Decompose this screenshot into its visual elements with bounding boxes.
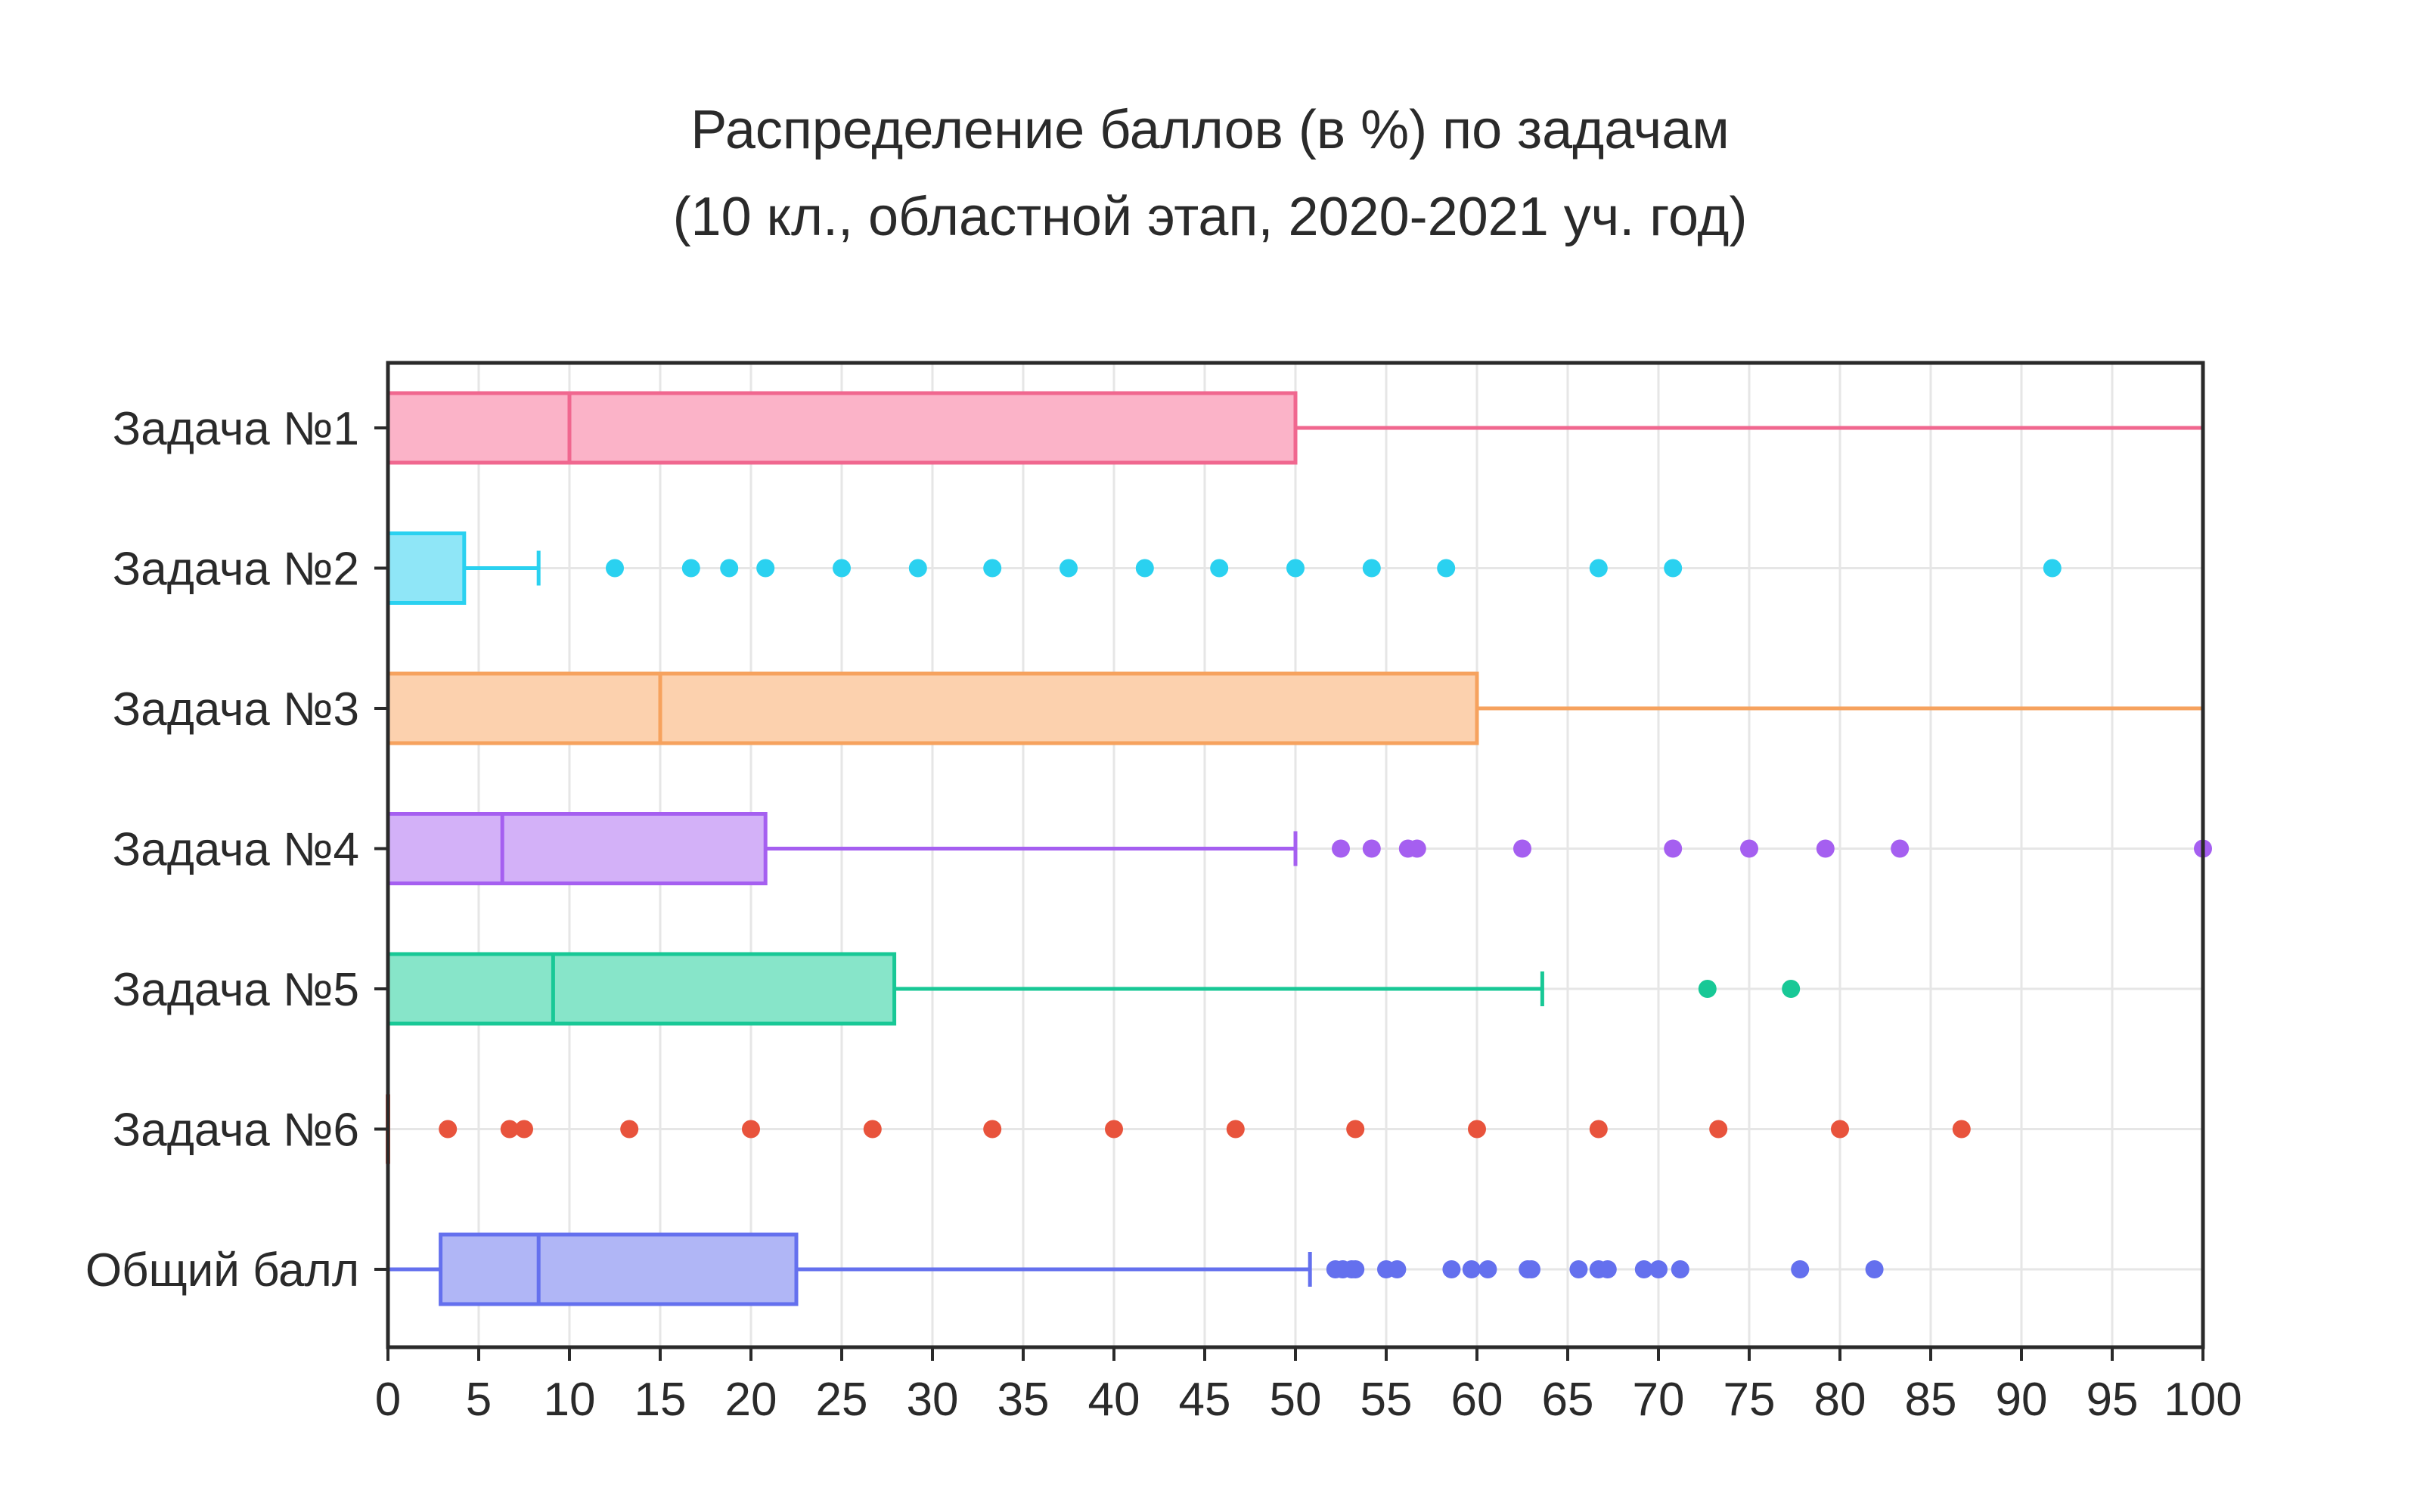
outlier-point — [720, 559, 739, 578]
outlier-point — [1442, 1260, 1461, 1278]
outlier-point — [1135, 559, 1154, 578]
box-series — [386, 812, 2212, 885]
x-tick-label: 85 — [1905, 1374, 1957, 1426]
box-series — [386, 1232, 1884, 1306]
outlier-point — [863, 1120, 882, 1139]
x-tick-label: 50 — [1270, 1374, 1322, 1426]
outlier-point — [1698, 980, 1717, 998]
outlier-point — [1671, 1260, 1689, 1278]
outlier-point — [620, 1120, 639, 1139]
category-label: Задача №3 — [113, 683, 359, 736]
outlier-point — [1740, 839, 1758, 858]
category-label: Задача №5 — [113, 964, 359, 1016]
x-tick-label: 5 — [466, 1374, 492, 1426]
outlier-point — [1952, 1120, 1971, 1139]
outlier-point — [1437, 559, 1456, 578]
outlier-point — [1634, 1260, 1653, 1278]
outlier-point — [1346, 1120, 1365, 1139]
x-tick-label: 35 — [997, 1374, 1050, 1426]
outlier-point — [1462, 1260, 1481, 1278]
outlier-point — [1060, 559, 1078, 578]
x-tick-label: 60 — [1451, 1374, 1503, 1426]
x-tick-label: 0 — [375, 1374, 401, 1426]
outlier-point — [833, 559, 851, 578]
x-tick-label: 100 — [2164, 1374, 2242, 1426]
outlier-point — [681, 559, 700, 578]
outlier-point — [1226, 1120, 1245, 1139]
x-tick-label: 80 — [1814, 1374, 1866, 1426]
outlier-point — [1346, 1260, 1365, 1278]
x-tick-label: 75 — [1723, 1374, 1776, 1426]
chart-title-line-1: Распределение баллов (в %) по задачам — [690, 100, 1730, 160]
x-tick-label: 20 — [725, 1374, 777, 1426]
outlier-point — [1649, 1260, 1668, 1278]
outlier-point — [908, 559, 927, 578]
x-tick-label: 40 — [1088, 1374, 1140, 1426]
outlier-point — [606, 559, 624, 578]
outlier-point — [1589, 559, 1608, 578]
x-tick-label: 55 — [1360, 1374, 1413, 1426]
category-label: Задача №4 — [113, 824, 359, 876]
outlier-point — [1664, 559, 1683, 578]
outlier-point — [439, 1120, 458, 1139]
x-tick-label: 65 — [1542, 1374, 1594, 1426]
outlier-point — [983, 1120, 1002, 1139]
outlier-point — [1664, 839, 1683, 858]
outlier-point — [1891, 839, 1910, 858]
outlier-point — [2043, 559, 2062, 578]
box-iqr — [386, 812, 768, 885]
outlier-point — [983, 559, 1002, 578]
outlier-point — [1407, 839, 1426, 858]
outlier-point — [1468, 1120, 1486, 1139]
outlier-point — [1362, 559, 1381, 578]
outlier-point — [1286, 559, 1305, 578]
box-series — [386, 531, 2062, 605]
outlier-point — [1709, 1120, 1728, 1139]
outlier-point — [1865, 1260, 1884, 1278]
outlier-point — [1210, 559, 1229, 578]
outlier-point — [1332, 839, 1350, 858]
outlier-point — [756, 559, 775, 578]
x-tick-label: 90 — [1996, 1374, 2048, 1426]
category-label: Задача №1 — [113, 403, 359, 455]
outlier-point — [1522, 1260, 1540, 1278]
x-tick-label: 10 — [544, 1374, 596, 1426]
box-series — [386, 1094, 1971, 1164]
x-tick-label: 45 — [1179, 1374, 1231, 1426]
x-tick-label: 95 — [2086, 1374, 2139, 1426]
outlier-point — [1388, 1260, 1407, 1278]
outlier-point — [1569, 1260, 1588, 1278]
box-series — [386, 391, 2205, 465]
outlier-point — [515, 1120, 533, 1139]
outlier-point — [1598, 1260, 1617, 1278]
outlier-point — [742, 1120, 760, 1139]
outlier-point — [1513, 839, 1531, 858]
outlier-point — [1816, 839, 1835, 858]
box-iqr — [386, 671, 1479, 745]
outlier-point — [1589, 1120, 1608, 1139]
box-series — [386, 952, 1801, 1026]
outlier-point — [1362, 839, 1381, 858]
category-label: Задача №6 — [113, 1105, 359, 1157]
x-tick-label: 15 — [634, 1374, 687, 1426]
outlier-point — [500, 1120, 519, 1139]
axis-layer: 0 5 10 15 20 25 30 35 40 45 50 55 60 65 70 75 80 85 90 95 10… — [85, 403, 2242, 1426]
box-iqr — [386, 952, 897, 1026]
outlier-point — [1105, 1120, 1123, 1139]
category-label: Общий балл — [85, 1244, 359, 1297]
box-iqr — [439, 1232, 799, 1306]
x-tick-label: 70 — [1633, 1374, 1685, 1426]
chart-title-line-2: (10 кл., областной этап, 2020-2021 уч. г… — [673, 187, 1748, 247]
outlier-point — [1478, 1260, 1497, 1278]
box-iqr — [386, 531, 467, 605]
outlier-point — [1831, 1120, 1849, 1139]
outlier-point — [1782, 980, 1801, 998]
category-label: Задача №2 — [113, 544, 359, 596]
x-tick-label: 30 — [907, 1374, 959, 1426]
box-iqr — [386, 391, 1298, 465]
outlier-point — [1791, 1260, 1810, 1278]
x-tick-label: 25 — [816, 1374, 868, 1426]
